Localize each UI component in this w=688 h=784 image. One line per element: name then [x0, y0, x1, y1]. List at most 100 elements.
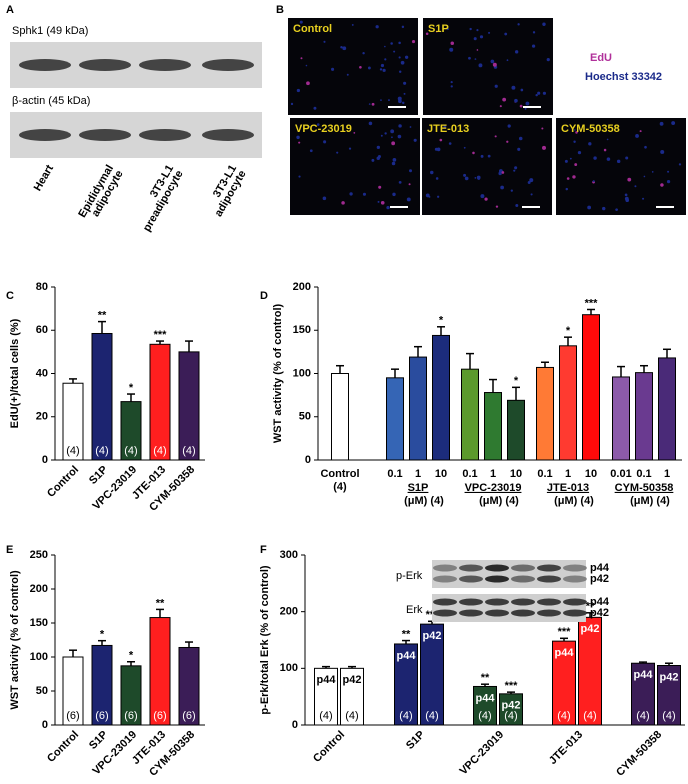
legend-entry: Hoechst 33342: [585, 71, 662, 83]
significance: *: [439, 315, 444, 327]
nucleus: [348, 147, 352, 150]
blot-band: [537, 598, 561, 606]
nucleus: [642, 197, 645, 200]
nucleus: [643, 175, 646, 178]
blot-band: [459, 609, 483, 617]
nucleus: [678, 163, 682, 166]
n-label: (4): [504, 710, 517, 722]
nucleus: [660, 183, 664, 187]
nucleus: [593, 156, 597, 160]
group-label: Control: [320, 468, 359, 480]
nucleus: [398, 70, 402, 73]
micrograph: [290, 118, 420, 215]
nucleus: [377, 200, 380, 203]
nucleus: [401, 25, 405, 29]
nucleus: [577, 150, 582, 155]
nucleus: [336, 151, 339, 154]
nucleus: [446, 27, 449, 31]
nucleus: [498, 171, 502, 176]
significance: *: [129, 650, 134, 662]
nucleus: [386, 205, 390, 210]
nucleus: [379, 68, 383, 71]
nucleus: [565, 187, 568, 191]
bar-label: p42: [660, 671, 679, 683]
blot-band: [511, 575, 535, 583]
bar: [386, 377, 404, 461]
micrograph: [288, 18, 418, 115]
nucleus: [403, 81, 407, 85]
nucleus: [398, 56, 401, 59]
micrograph-label: JTE-013: [427, 123, 469, 135]
blot-band: [563, 609, 587, 617]
nucleus: [425, 32, 429, 36]
blot-band: [511, 564, 535, 572]
significance: ***: [585, 297, 599, 309]
bar-label: p42: [343, 674, 362, 686]
nucleus: [535, 93, 538, 97]
nucleus: [299, 20, 303, 24]
blot-band: [202, 59, 254, 71]
nucleus: [398, 41, 401, 45]
bar: [507, 399, 525, 461]
nucleus: [323, 140, 327, 144]
nucleus: [474, 58, 477, 60]
blot-band: [79, 59, 131, 71]
bar: [582, 314, 600, 461]
bar-label: p44: [555, 647, 575, 659]
blot-label: Erk: [406, 604, 423, 616]
band-label: p42: [590, 607, 609, 619]
micrograph: [556, 118, 686, 215]
blot-band: [537, 564, 561, 572]
y-axis-label: WST activity (% of control): [272, 303, 284, 443]
nucleus: [602, 206, 606, 211]
y-tick-label: 100: [293, 367, 311, 379]
nucleus: [391, 136, 393, 139]
n-label: (4): [345, 710, 358, 722]
x-tick-label: JTE-013: [547, 729, 585, 767]
panel-label: E: [6, 544, 13, 556]
n-label: (4): [662, 710, 675, 722]
x-tick-label: 1: [664, 468, 670, 480]
nucleus: [484, 197, 488, 201]
nucleus: [499, 105, 502, 108]
nucleus: [517, 23, 520, 26]
x-tick-label: 1: [565, 468, 571, 480]
x-tick-label: 0.1: [462, 468, 477, 480]
nucleus: [313, 106, 317, 110]
bar-label: p44: [476, 692, 496, 704]
nucleus: [666, 179, 671, 184]
blot-band: [563, 575, 587, 583]
nucleus: [346, 73, 349, 76]
nucleus: [439, 138, 443, 142]
nucleus: [476, 175, 481, 180]
nucleus: [616, 159, 621, 164]
bar-label: p42: [423, 630, 442, 642]
nucleus: [390, 42, 393, 45]
y-axis-label: EdU(+)/total cells (%): [9, 318, 21, 428]
nucleus: [349, 192, 353, 196]
nucleus: [378, 185, 382, 189]
nucleus: [480, 154, 484, 158]
nucleus: [377, 154, 381, 159]
nucleus: [353, 131, 356, 134]
n-label: (6): [153, 710, 166, 722]
panel-label: F: [260, 544, 267, 556]
blot-band: [19, 129, 71, 141]
significance: *: [129, 382, 134, 394]
nucleus: [375, 25, 379, 29]
nucleus: [514, 166, 518, 170]
n-label: (4): [95, 445, 108, 457]
nucleus: [659, 121, 664, 126]
nucleus: [408, 183, 411, 186]
blot-label: p-Erk: [396, 570, 423, 582]
n-label: (4): [153, 445, 166, 457]
nucleus: [487, 154, 491, 158]
y-tick-label: 0: [292, 719, 298, 731]
blot-band: [511, 609, 535, 617]
x-tick-label: 10: [510, 468, 522, 480]
nucleus: [384, 58, 387, 61]
nucleus: [299, 125, 302, 127]
nucleus: [376, 145, 380, 150]
bar: [149, 617, 171, 726]
